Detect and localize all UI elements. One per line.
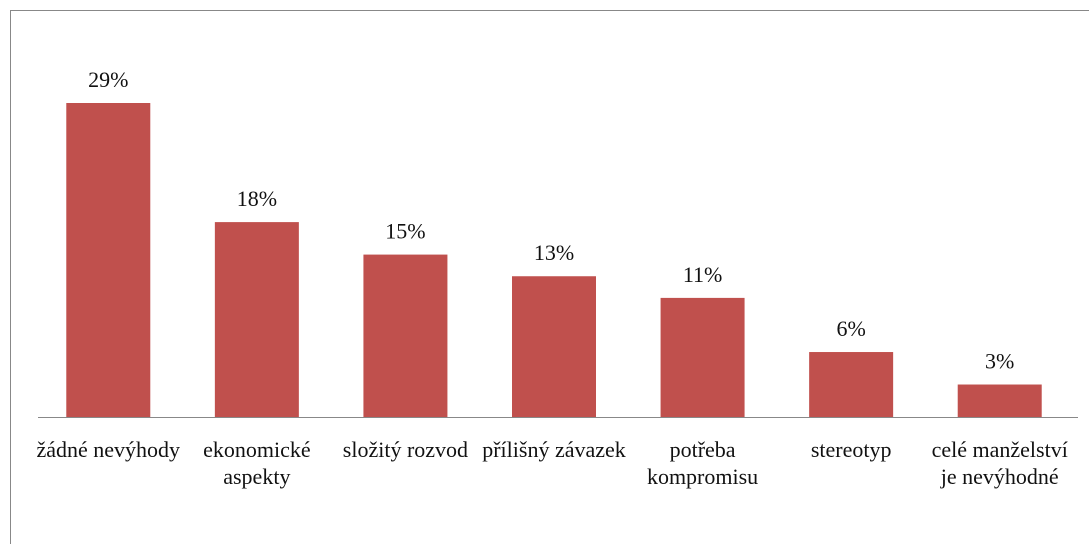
x-tick-label: složitý rozvod: [342, 437, 469, 462]
bar: [66, 103, 151, 417]
bar: [363, 254, 448, 417]
data-label: 15%: [385, 219, 425, 244]
data-label: 29%: [88, 67, 128, 92]
bar: [512, 276, 596, 417]
x-tick-label: přílišný závazek: [482, 437, 626, 462]
x-tick-label: ekonomické aspekty: [203, 437, 311, 489]
data-label: 18%: [237, 186, 277, 211]
data-label: 6%: [836, 316, 865, 341]
x-tick-label: potřeba kompromisu: [646, 437, 759, 489]
bar: [214, 222, 299, 417]
data-label: 3%: [985, 349, 1014, 374]
x-tick-label: žádné nevýhody: [36, 437, 181, 462]
x-tick-label: stereotyp: [810, 437, 892, 462]
bar: [809, 352, 894, 417]
data-label: 13%: [534, 240, 574, 265]
data-label: 11%: [683, 262, 723, 287]
bar: [957, 384, 1042, 417]
chart-border: [10, 10, 1089, 544]
x-tick-label: celé manželství je nevýhodné: [931, 437, 1068, 489]
bar: [660, 297, 745, 417]
